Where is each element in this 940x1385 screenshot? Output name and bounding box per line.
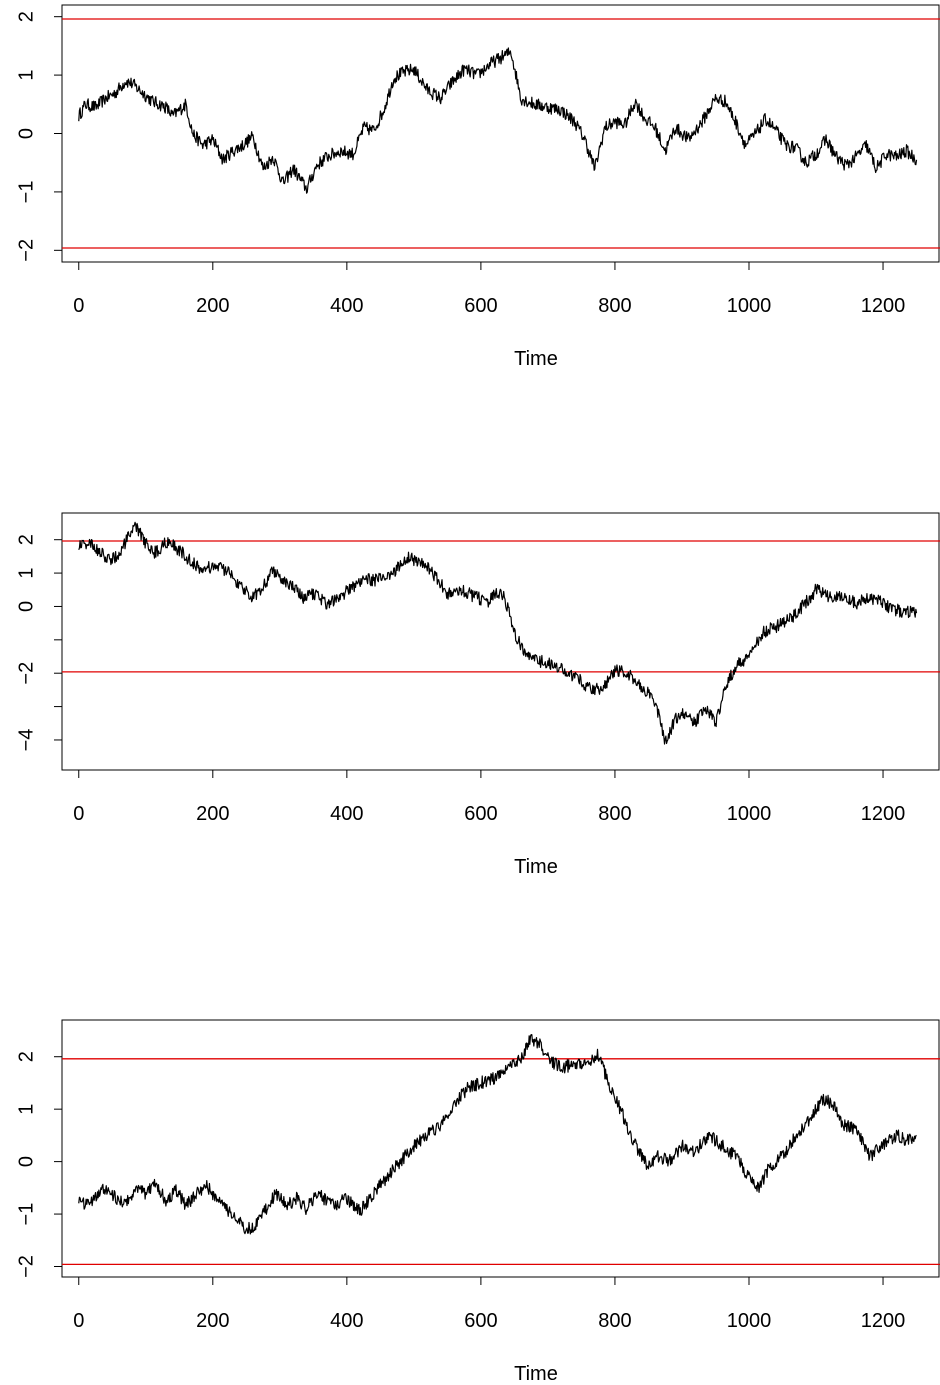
plot-frame bbox=[61, 512, 940, 771]
x-tick-label: 200 bbox=[196, 1310, 229, 1332]
series-line bbox=[78, 1034, 917, 1235]
y-tick-label: 0 bbox=[15, 128, 37, 139]
x-tick-label: 600 bbox=[464, 295, 497, 317]
y-tick-label: 2 bbox=[15, 1051, 37, 1062]
x-tick-label: 600 bbox=[464, 1310, 497, 1332]
y-tick-label: 1 bbox=[15, 568, 37, 579]
x-tick-label: 800 bbox=[598, 295, 631, 317]
x-tick-label: 200 bbox=[196, 295, 229, 317]
y-tick-label: 2 bbox=[15, 11, 37, 22]
y-tick-label: 0 bbox=[15, 601, 37, 612]
x-tick-label: 0 bbox=[73, 295, 84, 317]
x-tick-label: 0 bbox=[73, 1310, 84, 1332]
x-tick-label: 400 bbox=[330, 803, 363, 825]
x-tick-label: 0 bbox=[73, 803, 84, 825]
x-tick-label: 1200 bbox=[861, 803, 906, 825]
y-tick-label: −2 bbox=[15, 239, 37, 262]
x-tick-label: 1200 bbox=[861, 1310, 906, 1332]
x-tick-label: 800 bbox=[598, 1310, 631, 1332]
x-axis-label: Time bbox=[514, 1363, 558, 1385]
panel-1: 0 200 400 600 800 1000 1200 −2 −1 0 1 2 Time bbox=[15, 4, 940, 370]
x-tick-label: 1000 bbox=[727, 295, 772, 317]
y-tick-label: −2 bbox=[15, 662, 37, 685]
y-tick-label: −1 bbox=[15, 1203, 37, 1226]
x-axis-label: Time bbox=[514, 348, 558, 370]
x-tick-label: 200 bbox=[196, 803, 229, 825]
y-tick-label: −1 bbox=[15, 181, 37, 204]
x-tick-label: 400 bbox=[330, 295, 363, 317]
x-tick-label: 600 bbox=[464, 803, 497, 825]
plot-frame bbox=[61, 1019, 940, 1278]
y-tick-label: 0 bbox=[15, 1156, 37, 1167]
panel-3: 0 200 400 600 800 1000 1200 −2 −1 0 1 2 Time bbox=[15, 1019, 940, 1385]
x-axis-label: Time bbox=[514, 856, 558, 878]
panel-2: 0 200 400 600 800 1000 1200 −4 −2 0 1 2 Time bbox=[15, 512, 940, 878]
x-tick-label: 1200 bbox=[861, 295, 906, 317]
y-tick-label: −4 bbox=[15, 729, 37, 752]
y-tick-label: 1 bbox=[15, 1104, 37, 1115]
x-tick-label: 400 bbox=[330, 1310, 363, 1332]
x-tick-label: 1000 bbox=[727, 1310, 772, 1332]
x-tick-label: 800 bbox=[598, 803, 631, 825]
series-line bbox=[78, 47, 918, 194]
series-line bbox=[78, 521, 918, 745]
y-tick-label: −2 bbox=[15, 1255, 37, 1278]
y-tick-label: 2 bbox=[15, 534, 37, 545]
x-tick-label: 1000 bbox=[727, 803, 772, 825]
y-tick-label: 1 bbox=[15, 70, 37, 81]
